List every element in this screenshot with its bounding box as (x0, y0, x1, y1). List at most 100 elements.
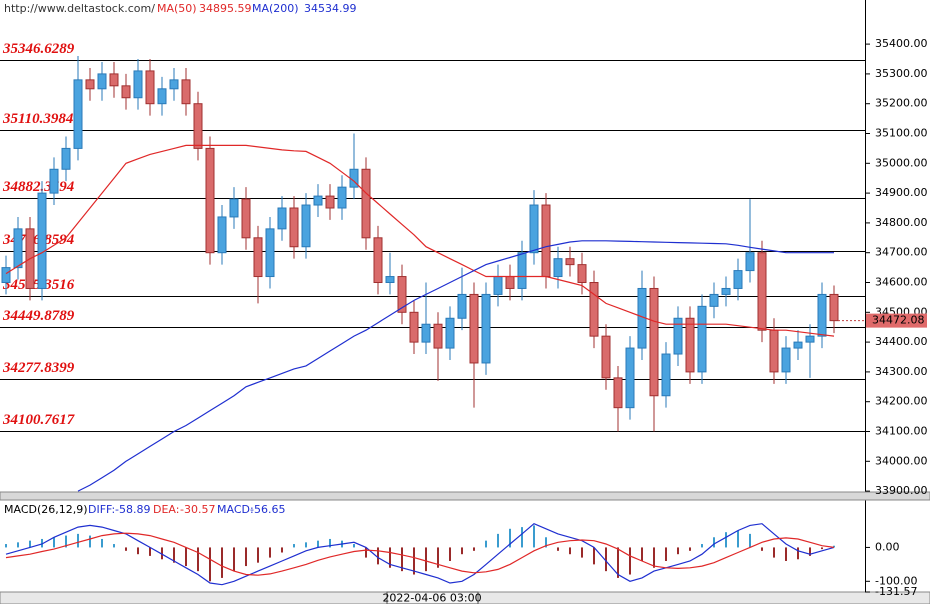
macd-title: MACD(26,12,9) (4, 503, 88, 516)
macd-bar (713, 537, 715, 548)
macd-bar (197, 547, 199, 572)
y-tick-label: 34800.00 (875, 216, 928, 229)
candle-body (1, 267, 11, 284)
macd-bar (749, 533, 751, 548)
y-tick-label: 34000.00 (875, 454, 928, 467)
candle-body (709, 293, 719, 307)
y-tick-label: 34400.00 (875, 335, 928, 348)
candle-body (385, 276, 395, 284)
candle-body (337, 186, 347, 209)
legend-label: MA(50) (157, 2, 197, 15)
legend-value: 34534.99 (304, 2, 357, 15)
macd-bar (461, 547, 463, 555)
candle-body (145, 70, 155, 105)
ma-line (77, 240, 834, 492)
ma-line (5, 144, 835, 337)
candle-body (109, 73, 119, 87)
candle-body (673, 317, 683, 355)
macd-bar (449, 547, 451, 561)
candle-body (661, 353, 671, 397)
level-label: 35346.6289 (2, 41, 75, 57)
macd-bar (329, 538, 331, 548)
candle-body (241, 198, 251, 239)
candle-body (649, 287, 659, 397)
y-tick-label: 34600.00 (875, 276, 928, 289)
macd-y-tick-label: -131.57 (875, 585, 917, 598)
macd-bar (137, 547, 139, 555)
macd-bar (425, 547, 427, 572)
last-price-box (866, 313, 927, 328)
macd-bar (113, 544, 115, 548)
macd-bar (401, 547, 403, 572)
candle-body (85, 79, 95, 90)
candle-body (481, 293, 491, 364)
legend-label: MA(200) (252, 2, 299, 15)
macd-bar (257, 547, 259, 563)
candle-body (361, 168, 371, 239)
candle-body (253, 237, 263, 278)
macd-bar (509, 528, 511, 548)
macd-bar (521, 527, 523, 548)
legend-label: DEA: (153, 503, 179, 516)
level-label: 34100.7617 (2, 412, 75, 428)
candle-body (769, 329, 779, 373)
macd-y-tick-label: -100.00 (875, 574, 917, 587)
candle-body (73, 79, 83, 149)
candle-body (553, 258, 563, 278)
macd-bar (545, 537, 547, 548)
macd-bar (173, 547, 175, 563)
macd-bar (497, 533, 499, 548)
macd-bar (833, 545, 835, 548)
macd-bar (413, 547, 415, 575)
candle-body (781, 347, 791, 373)
macd-bar (389, 547, 391, 568)
candle-body (49, 168, 59, 194)
candle-body (133, 70, 143, 99)
legend-value: 34895.59 (199, 2, 252, 15)
y-tick-label: 35000.00 (875, 156, 928, 169)
candle-body (745, 252, 755, 272)
macd-bar (701, 544, 703, 548)
candle-body (505, 276, 515, 289)
macd-bar (89, 535, 91, 548)
macd-bar (725, 532, 727, 548)
macd-bar (677, 547, 679, 555)
macd-bar (101, 538, 103, 548)
macd-bar (437, 547, 439, 568)
macd-bar (629, 547, 631, 575)
macd-bar (269, 547, 271, 558)
legend-label: MACD: (217, 503, 254, 516)
macd-line (5, 523, 835, 586)
macd-bar (65, 535, 67, 548)
candle-body (325, 195, 335, 209)
candle-body (289, 207, 299, 248)
macd-bar (653, 547, 655, 568)
macd-bar (821, 547, 823, 550)
candle-body (433, 323, 443, 349)
macd-bar (365, 547, 367, 558)
last-price-label: 34472.08 (872, 314, 925, 327)
macd-bar (665, 547, 667, 561)
candle-body (685, 317, 695, 373)
y-tick-label: 34700.00 (875, 246, 928, 259)
macd-bar (641, 547, 643, 561)
macd-bar (317, 540, 319, 548)
candle-body (301, 204, 311, 248)
legend-value: -56.65 (250, 503, 285, 516)
macd-bar (737, 530, 739, 548)
candle-body (517, 252, 527, 289)
candle-body (529, 204, 539, 254)
macd-bar (233, 547, 235, 572)
candle-body (397, 276, 407, 313)
candle-body (733, 270, 743, 289)
macd-bar (569, 547, 571, 555)
candle-body (217, 216, 227, 254)
crosshair-time: 2022-04-06 03:00 (382, 592, 481, 604)
candle-body (793, 341, 803, 349)
macd-bar (617, 547, 619, 578)
candle-body (421, 323, 431, 343)
macd-bar (209, 547, 211, 582)
macd-bar (17, 542, 19, 548)
candle-body (181, 79, 191, 105)
legend-value: -30.57 (180, 503, 215, 516)
